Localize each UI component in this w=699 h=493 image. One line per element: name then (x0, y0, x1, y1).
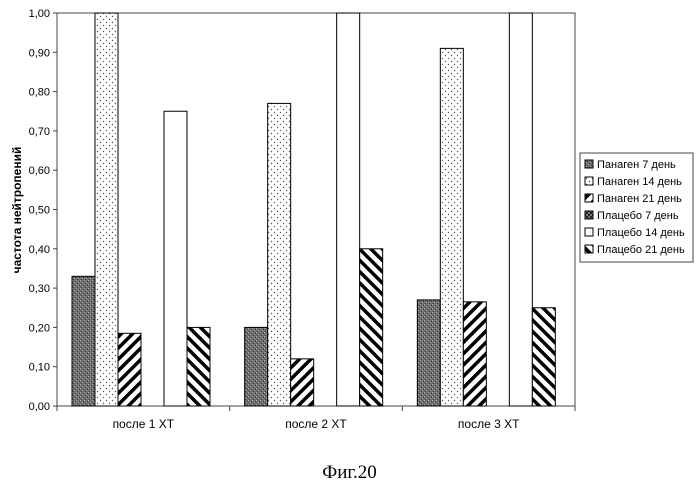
y-tick-label: 0,90 (29, 47, 50, 59)
legend-label: Панаген 7 день (597, 159, 676, 171)
bar (291, 359, 314, 406)
y-tick-label: 0,30 (29, 283, 50, 295)
legend-label: Плацебо 21 день (597, 244, 685, 256)
legend-label: Плацебо 7 день (597, 210, 679, 222)
y-tick-label: 0,10 (29, 362, 50, 374)
y-tick-label: 0,00 (29, 401, 50, 413)
bar (440, 48, 463, 406)
y-tick-label: 0,40 (29, 244, 50, 256)
bar (463, 302, 486, 406)
legend-label: Панаген 14 день (597, 176, 682, 188)
y-tick-label: 0,50 (29, 205, 50, 217)
figure-caption: Фиг.20 (0, 462, 699, 484)
bar (118, 333, 141, 406)
bar-chart: 0,00 0,10 0,20 0,30 0,40 0,50 0,60 0,70 0,80 0,90… (0, 0, 699, 455)
legend-swatch (585, 211, 593, 219)
y-tick-label: 1,00 (29, 8, 50, 20)
x-tick-label: после 1 ХТ (113, 417, 175, 431)
bar (72, 276, 95, 406)
x-tick-label: после 2 ХТ (285, 417, 347, 431)
bar (337, 13, 360, 406)
y-tick-label: 0,80 (29, 87, 50, 99)
bar (509, 13, 532, 406)
legend-swatch (585, 245, 593, 253)
legend-swatch (585, 194, 593, 202)
bar (532, 308, 555, 406)
y-tick-label: 0,60 (29, 165, 50, 177)
bar (268, 103, 291, 406)
y-axis-label: частота нейтропений (10, 147, 24, 274)
x-tick-label: после 3 ХТ (458, 417, 520, 431)
bar (360, 249, 383, 406)
bar (417, 300, 440, 406)
y-axis: 0,00 0,10 0,20 0,30 0,40 0,50 0,60 0,70 0,80 0,90… (29, 8, 57, 413)
legend-swatch (585, 177, 593, 185)
y-tick-label: 0,70 (29, 126, 50, 138)
legend: Панаген 7 день Панаген 14 день Панаген 21 … (580, 153, 693, 262)
legend-swatch (585, 228, 593, 236)
bar (187, 327, 210, 406)
legend-label: Панаген 21 день (597, 193, 682, 205)
bar (95, 13, 118, 406)
legend-swatch (585, 160, 593, 168)
legend-label: Плацебо 14 день (597, 227, 685, 239)
bar (245, 327, 268, 406)
x-axis: после 1 ХТ после 2 ХТ после 3 ХТ (57, 406, 575, 431)
y-tick-label: 0,20 (29, 322, 50, 334)
bar (164, 111, 187, 406)
